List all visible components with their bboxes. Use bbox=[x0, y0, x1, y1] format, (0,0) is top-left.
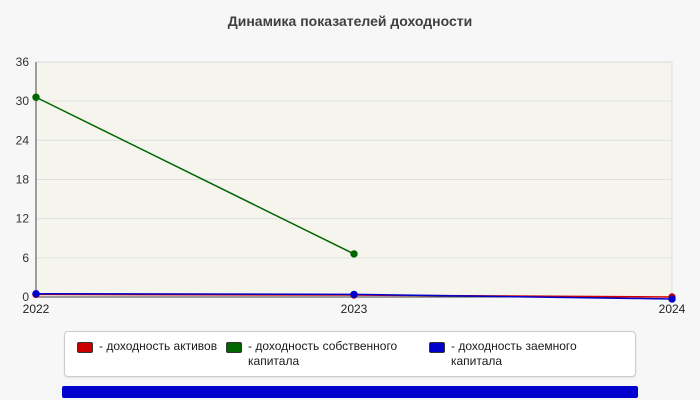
y-tick-label: 0 bbox=[22, 290, 29, 304]
chart-title: Динамика показателей доходности bbox=[227, 13, 473, 29]
x-tick-label: 2024 bbox=[659, 302, 686, 316]
series-line bbox=[35, 96, 355, 255]
y-tick-label: 24 bbox=[16, 133, 30, 147]
legend-label: - доходность заемного капитала bbox=[450, 339, 577, 368]
data-point bbox=[32, 290, 40, 298]
legend-swatch bbox=[226, 342, 243, 353]
x-tick-label: 2023 bbox=[341, 302, 368, 316]
legend-label: - доходность активов bbox=[99, 339, 218, 353]
x-tick-label: 2022 bbox=[23, 302, 50, 316]
legend-item: - доходность заемного капитала bbox=[428, 339, 623, 369]
data-point bbox=[32, 93, 40, 101]
data-point bbox=[350, 250, 358, 258]
y-tick-label: 30 bbox=[16, 94, 30, 108]
legend-item: - доходность собственного капитала bbox=[226, 339, 420, 369]
data-point bbox=[668, 295, 676, 303]
y-tick-label: 36 bbox=[16, 55, 30, 69]
y-tick-label: 6 bbox=[22, 251, 29, 265]
legend-swatch bbox=[77, 342, 93, 353]
legend: - доходность активов - доходность собстве… bbox=[64, 331, 636, 377]
legend-swatch bbox=[428, 342, 445, 353]
bottom-bar bbox=[62, 386, 638, 398]
y-tick-label: 18 bbox=[16, 173, 30, 187]
data-point bbox=[350, 290, 358, 299]
line-chart: 0 6 12 18 24 30 36 2022 2023 2024 bbox=[16, 55, 686, 316]
legend-item: - доходность активов bbox=[77, 339, 217, 354]
legend-label: - доходность собственного капитала bbox=[248, 339, 398, 368]
y-tick-label: 12 bbox=[16, 212, 30, 226]
